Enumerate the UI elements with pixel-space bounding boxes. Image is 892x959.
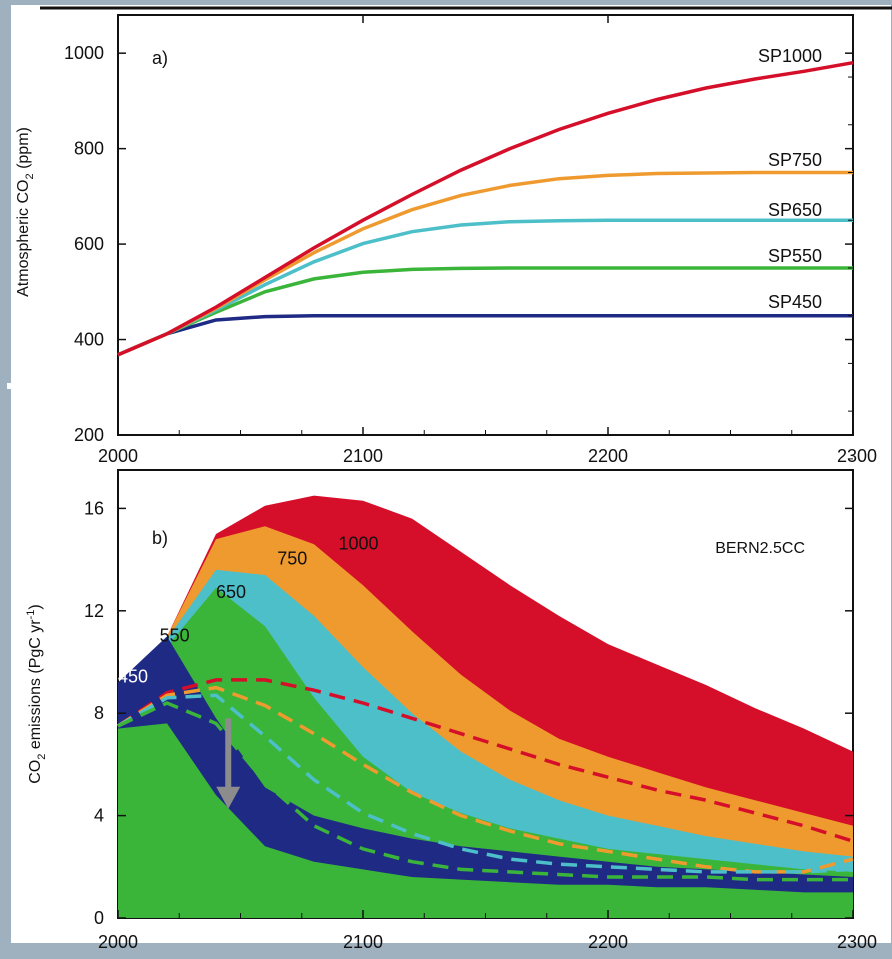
y-tick-label-b-16: 16 — [84, 498, 104, 518]
panel-b-band-labels: 1000 750 650 550 450 — [118, 533, 379, 686]
legend-label-sp650: SP650 — [768, 200, 822, 220]
panel-a-axes: 2000 2100 2200 2300 200 400 600 800 1000 — [64, 15, 877, 466]
series-line-sp450 — [117, 313, 853, 357]
panel-a-ylabel: Atmospheric CO2 (ppm) — [15, 127, 36, 297]
panel-b-axes: 2000 2100 2200 2300 0 4 8 12 16 — [84, 498, 877, 952]
y-tick-label-a-600: 600 — [74, 234, 104, 254]
y-tick-label-a-200: 200 — [74, 425, 104, 445]
band-450 — [118, 636, 853, 893]
y-tick-label-a-400: 400 — [74, 330, 104, 350]
y-tick-label-b-0: 0 — [94, 908, 104, 928]
panel-b-ylabel: CO2 emissions (PgC yr-1) — [25, 604, 48, 783]
x-tick-label-b-2300: 2300 — [837, 932, 877, 952]
x-tick-label-b-2100: 2100 — [343, 932, 383, 952]
panel-a-series-group — [117, 60, 854, 357]
panel-b-dashed-group — [117, 678, 854, 882]
y-tick-label-a-800: 800 — [74, 139, 104, 159]
dashed-line-1 — [117, 685, 854, 874]
x-tick-label-b-2200: 2200 — [588, 932, 628, 952]
x-tick-label-a-2300: 2300 — [837, 446, 877, 466]
model-label: BERN2.5CC — [715, 540, 805, 557]
x-tick-label-b-2000: 2000 — [98, 932, 138, 952]
decline-arrow — [216, 718, 241, 809]
y-tick-label-a-1000: 1000 — [64, 43, 104, 63]
series-line-sp1000 — [117, 60, 854, 357]
band-label-650: 650 — [216, 582, 246, 602]
dashed-line-0 — [117, 678, 854, 843]
band-label-550: 550 — [160, 626, 190, 646]
legend-label-sp450: SP450 — [768, 292, 822, 312]
y-tick-label-b-8: 8 — [94, 703, 104, 723]
y-tick-label-b-12: 12 — [84, 601, 104, 621]
band-label-1000: 1000 — [339, 533, 379, 553]
legend-label-sp1000: SP1000 — [758, 46, 822, 66]
band-label-750: 750 — [277, 549, 307, 569]
series-line-sp550 — [117, 266, 853, 357]
band-label-450: 450 — [118, 666, 148, 686]
x-tick-label-a-2000: 2000 — [98, 446, 138, 466]
panel-a-legend: SP1000 SP750 SP650 SP550 SP450 — [758, 46, 822, 312]
legend-label-sp550: SP550 — [768, 246, 822, 266]
dashed-line-3 — [117, 701, 853, 882]
x-tick-label-a-2100: 2100 — [343, 446, 383, 466]
series-line-sp650 — [117, 218, 853, 357]
panel-a-label: a) — [152, 48, 168, 68]
panel-b-label: b) — [152, 528, 168, 548]
legend-label-sp750: SP750 — [768, 150, 822, 170]
panel-a: 2000 2100 2200 2300 200 400 600 800 1000 a) SP10… — [15, 14, 877, 466]
panel-b-bands-group — [118, 495, 853, 918]
dashed-line-2 — [117, 693, 854, 874]
arrow-head — [216, 786, 241, 809]
x-tick-label-a-2200: 2200 — [588, 446, 628, 466]
y-tick-label-b-4: 4 — [94, 806, 104, 826]
panel-gap — [7, 383, 47, 389]
panel-b: 2000 2100 2200 2300 0 4 8 12 16 b) BERN2.5CC 100… — [25, 469, 877, 952]
